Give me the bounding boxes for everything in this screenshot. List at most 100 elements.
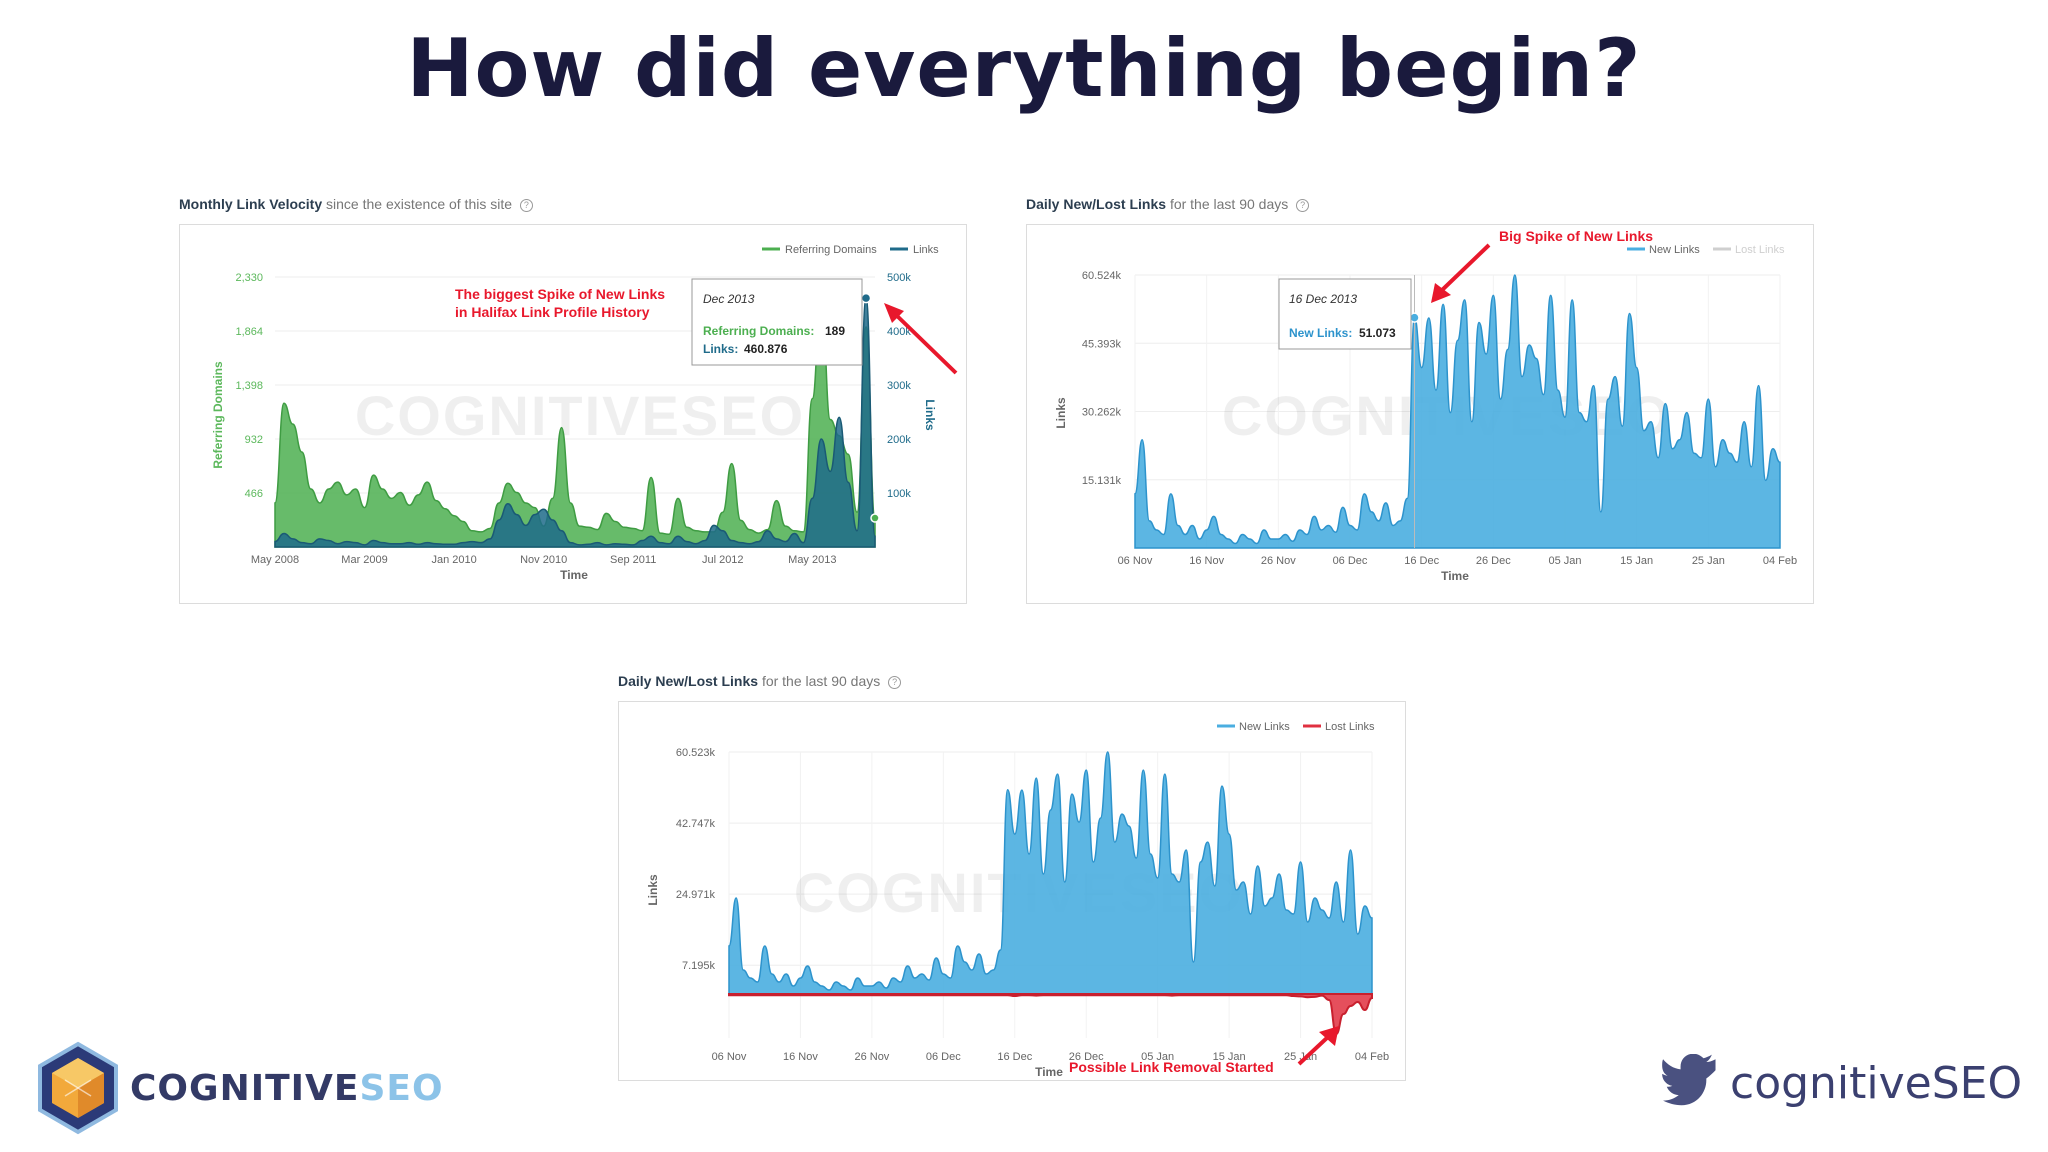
tooltip-rd-value: 189	[825, 324, 845, 338]
legend-label-links: Links	[913, 244, 939, 256]
cognitiveseo-logo: COGNITIVESEO	[30, 1040, 450, 1140]
tooltip-date: Dec 2013	[703, 292, 755, 306]
watermark: COGNITIVESEO	[355, 384, 805, 447]
x-tick-label: 04 Feb	[1355, 1051, 1389, 1063]
tooltip-links-value: 460.876	[744, 342, 788, 356]
x-tick-label: May 2008	[251, 554, 299, 566]
series-area-links	[274, 297, 876, 548]
x-tick-label: 16 Dec	[997, 1051, 1032, 1063]
x-tick-label: 15 Jan	[1213, 1051, 1246, 1063]
y-axis-title: Referring Domains	[211, 361, 225, 469]
x-tick-label: Jan 2010	[431, 554, 476, 566]
panel3-caption: Daily New/Lost Links for the last 90 day…	[618, 673, 902, 689]
links-point-marker	[860, 292, 872, 304]
panel2-caption-sub: for the last 90 days	[1169, 196, 1289, 212]
x-tick-label: 05 Jan	[1141, 1051, 1174, 1063]
y-axis-title: Links	[1054, 397, 1068, 429]
y-tick-label: 30.262k	[1082, 407, 1122, 419]
x-tick-label: 06 Dec	[1333, 555, 1368, 567]
y2-tick-label: 200k	[887, 434, 911, 446]
logo-left-text: COGNITIVESEO	[130, 1068, 444, 1109]
y-tick-label: 42.747k	[676, 818, 716, 830]
panel2-caption: Daily New/Lost Links for the last 90 day…	[1026, 196, 1310, 212]
x-tick-label: 05 Jan	[1548, 555, 1581, 567]
y-tick-label: 1,398	[235, 380, 263, 392]
x-tick-label: 06 Dec	[926, 1051, 961, 1063]
panel3-caption-sub: for the last 90 days	[761, 673, 881, 689]
y-tick-label: 7.195k	[682, 960, 716, 972]
twitter-handle-logo: cognitiveSEO	[1660, 1050, 2030, 1120]
annotation-arrow	[890, 309, 958, 375]
x-tick-label: 26 Dec	[1069, 1051, 1104, 1063]
tooltip-rd-label: Referring Domains:	[703, 324, 814, 338]
x-tick-label: 26 Dec	[1476, 555, 1511, 567]
x-tick-label: 25 Jan	[1692, 555, 1725, 567]
x-tick-label: 06 Nov	[712, 1051, 747, 1063]
x-tick-label: May 2013	[788, 554, 836, 566]
annotation-arrow	[1437, 243, 1491, 295]
y-tick-label: 1,864	[235, 326, 263, 338]
logo-right-text: cognitiveSEO	[1730, 1058, 2023, 1109]
panel1-caption-sub: since the existence of this site	[326, 196, 513, 212]
x-tick-label: 06 Nov	[1118, 555, 1153, 567]
x-tick-label: Nov 2010	[520, 554, 567, 566]
y-tick-label: 932	[245, 434, 263, 446]
y2-axis-title: Links	[923, 399, 937, 431]
panel1-caption-title: Monthly Link Velocity	[179, 196, 323, 212]
series-area-new-links	[728, 751, 1373, 995]
x-tick-label: 15 Jan	[1620, 555, 1653, 567]
help-icon[interactable]: ?	[519, 199, 533, 212]
legend-label-new-links: New Links	[1239, 721, 1290, 733]
tooltip-links-label: Links:	[703, 342, 738, 356]
annotation-arrowhead	[1431, 283, 1451, 303]
annotation-line-1: The biggest Spike of New Links	[455, 286, 665, 302]
legend-label-lost-links: Lost Links	[1325, 721, 1375, 733]
y-tick-label: 466	[245, 488, 263, 500]
chart-link-velocity: 466 932 1,398 1,864 2,330 100k 200k 300k 400k 500…	[179, 224, 967, 604]
chart-daily-new-lost-links: 7.195k 24.971k 42.747k 60.523k 06 Nov 16 Nov 2…	[618, 701, 1406, 1081]
series-area-lost-links	[728, 993, 1373, 1036]
annotation-line-2: in Halifax Link Profile History	[455, 304, 650, 320]
x-tick-label: 26 Nov	[1261, 555, 1296, 567]
x-axis-title: Time	[560, 568, 588, 582]
panel1-caption: Monthly Link Velocity since the existenc…	[179, 196, 533, 212]
tooltip-box	[1278, 278, 1412, 350]
y2-tick-label: 100k	[887, 488, 911, 500]
y-tick-label: 60.523k	[676, 747, 716, 759]
annotation-arrowhead	[884, 303, 904, 323]
annotation-text: Possible Link Removal Started	[1069, 1059, 1274, 1075]
legend-label-lost-links: Lost Links	[1735, 244, 1785, 256]
panel2-caption-title: Daily New/Lost Links	[1026, 196, 1167, 212]
annotation-text: Big Spike of New Links	[1499, 228, 1653, 244]
y2-tick-label: 500k	[887, 272, 911, 284]
y-tick-label: 45.393k	[1082, 338, 1122, 350]
tooltip-label: New Links:	[1289, 326, 1352, 340]
tooltip-date: 16 Dec 2013	[1289, 292, 1357, 306]
y-tick-label: 15.131k	[1082, 475, 1122, 487]
y-tick-label: 24.971k	[676, 889, 716, 901]
help-icon[interactable]: ?	[888, 676, 902, 689]
y-axis-title: Links	[646, 874, 660, 906]
rd-point-marker	[870, 513, 880, 523]
help-icon[interactable]: ?	[1296, 199, 1310, 212]
x-axis-title: Time	[1035, 1065, 1063, 1079]
tooltip-value: 51.073	[1359, 326, 1396, 340]
x-tick-label: 16 Dec	[1404, 555, 1439, 567]
slide-title: How did everything begin?	[406, 22, 1642, 115]
x-axis-title: Time	[1441, 569, 1469, 583]
tooltip-box	[691, 278, 863, 366]
chart-daily-new-links: 15.131k 30.262k 45.393k 60.524k 06 Nov 16 Nov…	[1026, 224, 1814, 604]
annotation-arrow	[1297, 1034, 1331, 1066]
series-area-new-links	[1134, 274, 1781, 549]
y-tick-label: 2,330	[235, 272, 263, 284]
y-tick-label: 60.524k	[1082, 270, 1122, 282]
x-tick-label: 16 Nov	[1189, 555, 1224, 567]
x-tick-label: Jul 2012	[702, 554, 744, 566]
y2-tick-label: 400k	[887, 326, 911, 338]
x-tick-label: 16 Nov	[783, 1051, 818, 1063]
x-tick-label: Mar 2009	[341, 554, 387, 566]
cube-hexagon-icon	[38, 1041, 118, 1135]
twitter-bird-icon	[1662, 1054, 1716, 1106]
y2-tick-label: 300k	[887, 380, 911, 392]
x-tick-label: 26 Nov	[854, 1051, 889, 1063]
